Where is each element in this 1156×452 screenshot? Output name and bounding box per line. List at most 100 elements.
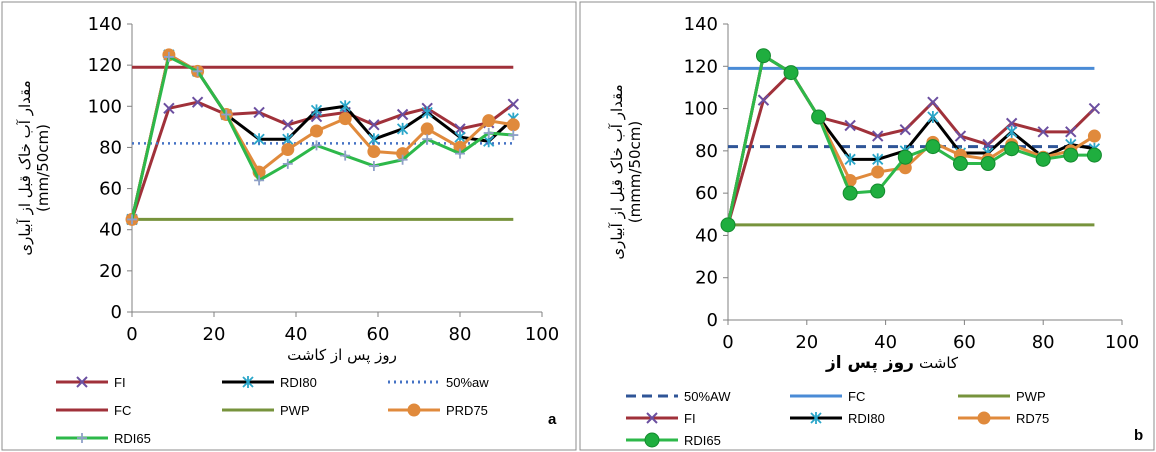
y-tick-label: 20 [695,268,718,289]
y-tick-label: 80 [695,141,718,162]
data-point [982,138,994,151]
y-tick-label: 80 [99,137,122,158]
data-point [897,149,913,165]
legend-entry: FC [56,403,131,418]
data-point [311,140,322,151]
data-point [954,130,967,142]
y-tick-label: 140 [88,14,122,35]
data-point [368,119,380,131]
panel-label: a [548,411,557,428]
x-tick-label: 80 [449,324,472,345]
legend-entry: RDI65 [626,432,721,448]
legend-label: RD75 [1016,411,1049,426]
series-line [130,100,515,220]
data-point [163,51,174,62]
legend-label: RDI65 [114,431,151,446]
data-point [1035,151,1051,167]
x-tick-label: 20 [203,324,226,345]
legend-label: PWP [1016,389,1046,404]
chart-svg-b: 0 20 40 60 80 100 120 140 0 20 40 60 80 100 مقدار آب خ… [579,1,1155,451]
data-point [870,183,886,199]
legend-label: FI [114,375,126,390]
data-point [127,214,137,225]
data-point [454,123,466,135]
x-tick-label: 40 [874,332,897,353]
series-line [130,55,514,220]
legend-entry: FI [56,375,126,390]
data-point [281,142,295,156]
data-point [221,109,232,120]
legend-entry: 50%aw [388,375,489,390]
legend-label: RDI65 [684,433,721,448]
series-line [130,53,515,220]
y-tick-label: 120 [88,55,122,76]
legend-label: FI [684,411,696,426]
data-point [842,185,858,201]
x-axis-label-bold: روز پس از [825,353,914,373]
chart-svg-a: 0 20 40 60 80 100 120 140 0 20 40 60 80 100 مقدار آب خ… [1,1,577,451]
series-rdi65 [127,51,519,225]
legend-label: PWP [280,403,310,418]
data-point [368,160,379,171]
series-line [726,71,1096,226]
legend-marker [977,411,991,425]
x-tick-label: 0 [126,324,137,345]
x-tick-label: 100 [525,324,559,345]
y-tick-label: 140 [684,14,718,35]
data-point [872,153,884,166]
y-axis-label-text: مقدار آب خاک قبل از آبیاری [608,84,626,259]
data-point [191,96,204,108]
data-point [455,148,465,159]
legend-entry: PRD75 [388,403,488,418]
series-line [130,53,514,220]
data-point [1065,126,1077,138]
data-point [192,66,203,77]
x-axis-label-rest: کاشت [919,354,959,372]
legend-entry: PWP [222,403,310,418]
legend-marker [77,433,87,443]
x-tick-label: 60 [953,332,976,353]
y-tick-label: 120 [684,56,718,77]
data-point [338,112,352,126]
series-fi [126,96,520,226]
y-axis-label-unit: (mmm/50cm) [626,121,644,224]
x-axis-label: کاشت روز پس از [825,353,959,373]
legend-label: 50%aw [446,375,489,390]
panel-label: b [1134,427,1143,444]
legend-marker [810,412,822,424]
y-tick-label: 100 [88,96,122,117]
y-axis-label-unit: (mm/50cm) [34,124,52,212]
data-point [367,145,381,159]
data-point [482,114,496,128]
legend-entry: RDI65 [56,431,151,446]
chart-frame [579,1,1155,451]
series-rdi80 [126,48,519,226]
data-point [1086,147,1102,163]
data-point [340,150,351,161]
legend-entry: FI [626,411,696,426]
data-point [397,154,408,165]
data-point [872,130,884,142]
data-point [844,153,856,166]
y-tick-label: 0 [111,302,122,323]
data-point [254,175,265,186]
legend-label: FC [848,389,865,404]
data-point [927,111,939,124]
chart-panel-a: 0 20 40 60 80 100 120 140 0 20 40 60 80 100 مقدار آب خ… [1,1,577,451]
data-point [483,128,494,139]
legend-entry: PWP [958,389,1046,404]
data-point [507,98,520,110]
legend-entry: RDI80 [222,375,317,390]
x-tick-label: 40 [285,324,308,345]
data-point [310,104,323,117]
y-tick-label: 40 [99,220,122,241]
data-point [422,134,433,145]
data-point [844,119,856,132]
data-point [253,106,265,119]
legend-label: RDI80 [280,375,317,390]
legend-entry: FC [790,389,865,404]
data-point [755,48,771,64]
legend-entry: RDI80 [790,411,885,426]
y-axis-label-text: مقدار آب خاک قبل از آبیاری [16,80,34,255]
data-point [310,124,323,138]
